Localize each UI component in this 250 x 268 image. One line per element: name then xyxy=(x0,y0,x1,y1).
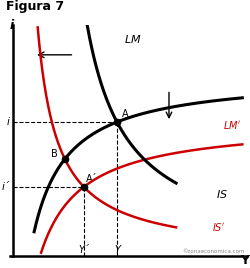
Text: i´: i´ xyxy=(1,182,9,192)
Text: i: i xyxy=(10,19,14,32)
Text: i: i xyxy=(6,117,9,127)
Text: $LM$: $LM$ xyxy=(124,33,141,45)
Text: Figura 7: Figura 7 xyxy=(6,0,64,13)
Text: B: B xyxy=(50,149,57,159)
Text: $IS$: $IS$ xyxy=(216,188,228,200)
Text: ©zonaeconomica.com: ©zonaeconomica.com xyxy=(182,249,244,254)
Text: Y: Y xyxy=(114,245,119,255)
Text: $IS'$: $IS'$ xyxy=(211,221,224,233)
Text: A´: A´ xyxy=(86,174,97,184)
Text: $LM'$: $LM'$ xyxy=(222,119,241,131)
Text: Y´: Y´ xyxy=(78,245,89,255)
Text: Y: Y xyxy=(239,255,248,267)
Text: A: A xyxy=(121,109,128,119)
